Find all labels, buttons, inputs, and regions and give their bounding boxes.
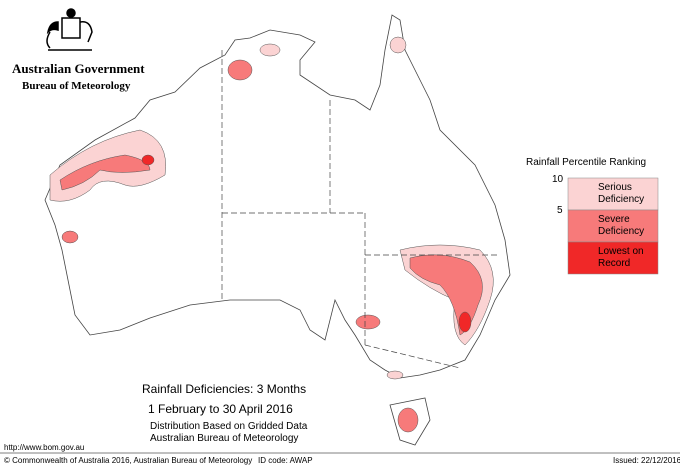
- state-borders: [221, 50, 500, 369]
- legend-swatch: [567, 209, 659, 243]
- map-title: Rainfall Deficiencies: 3 Months: [142, 382, 307, 396]
- id-code: ID code: AWAP: [258, 456, 313, 465]
- legend-swatch: [567, 241, 659, 275]
- crest: [46, 8, 93, 51]
- legend-label: Lowest on Record: [598, 246, 644, 269]
- issued: Issued: 22/12/2016: [613, 456, 680, 465]
- legend-tick: 5: [557, 205, 563, 216]
- copyright: © Commonwealth of Australia 2016, Austra…: [4, 456, 253, 465]
- government: Australian Government: [12, 61, 145, 76]
- agency: Bureau of Meteorology: [22, 80, 131, 92]
- legend-label: Serious Deficiency: [598, 182, 645, 205]
- deficiency-areas: [49, 36, 494, 433]
- legend-swatch: [567, 177, 659, 211]
- url: http://www.bom.gov.au: [4, 443, 85, 452]
- legend-title: Rainfall Percentile Ranking: [526, 157, 647, 168]
- legend-label: Severe Deficiency: [598, 214, 645, 237]
- map-note: Australian Bureau of Meteorology: [150, 433, 299, 444]
- legend-boxes: [567, 177, 659, 275]
- map-period: 1 February to 30 April 2016: [148, 402, 293, 416]
- legend-tick: 10: [552, 174, 564, 185]
- map-note: Distribution Based on Gridded Data: [150, 421, 308, 432]
